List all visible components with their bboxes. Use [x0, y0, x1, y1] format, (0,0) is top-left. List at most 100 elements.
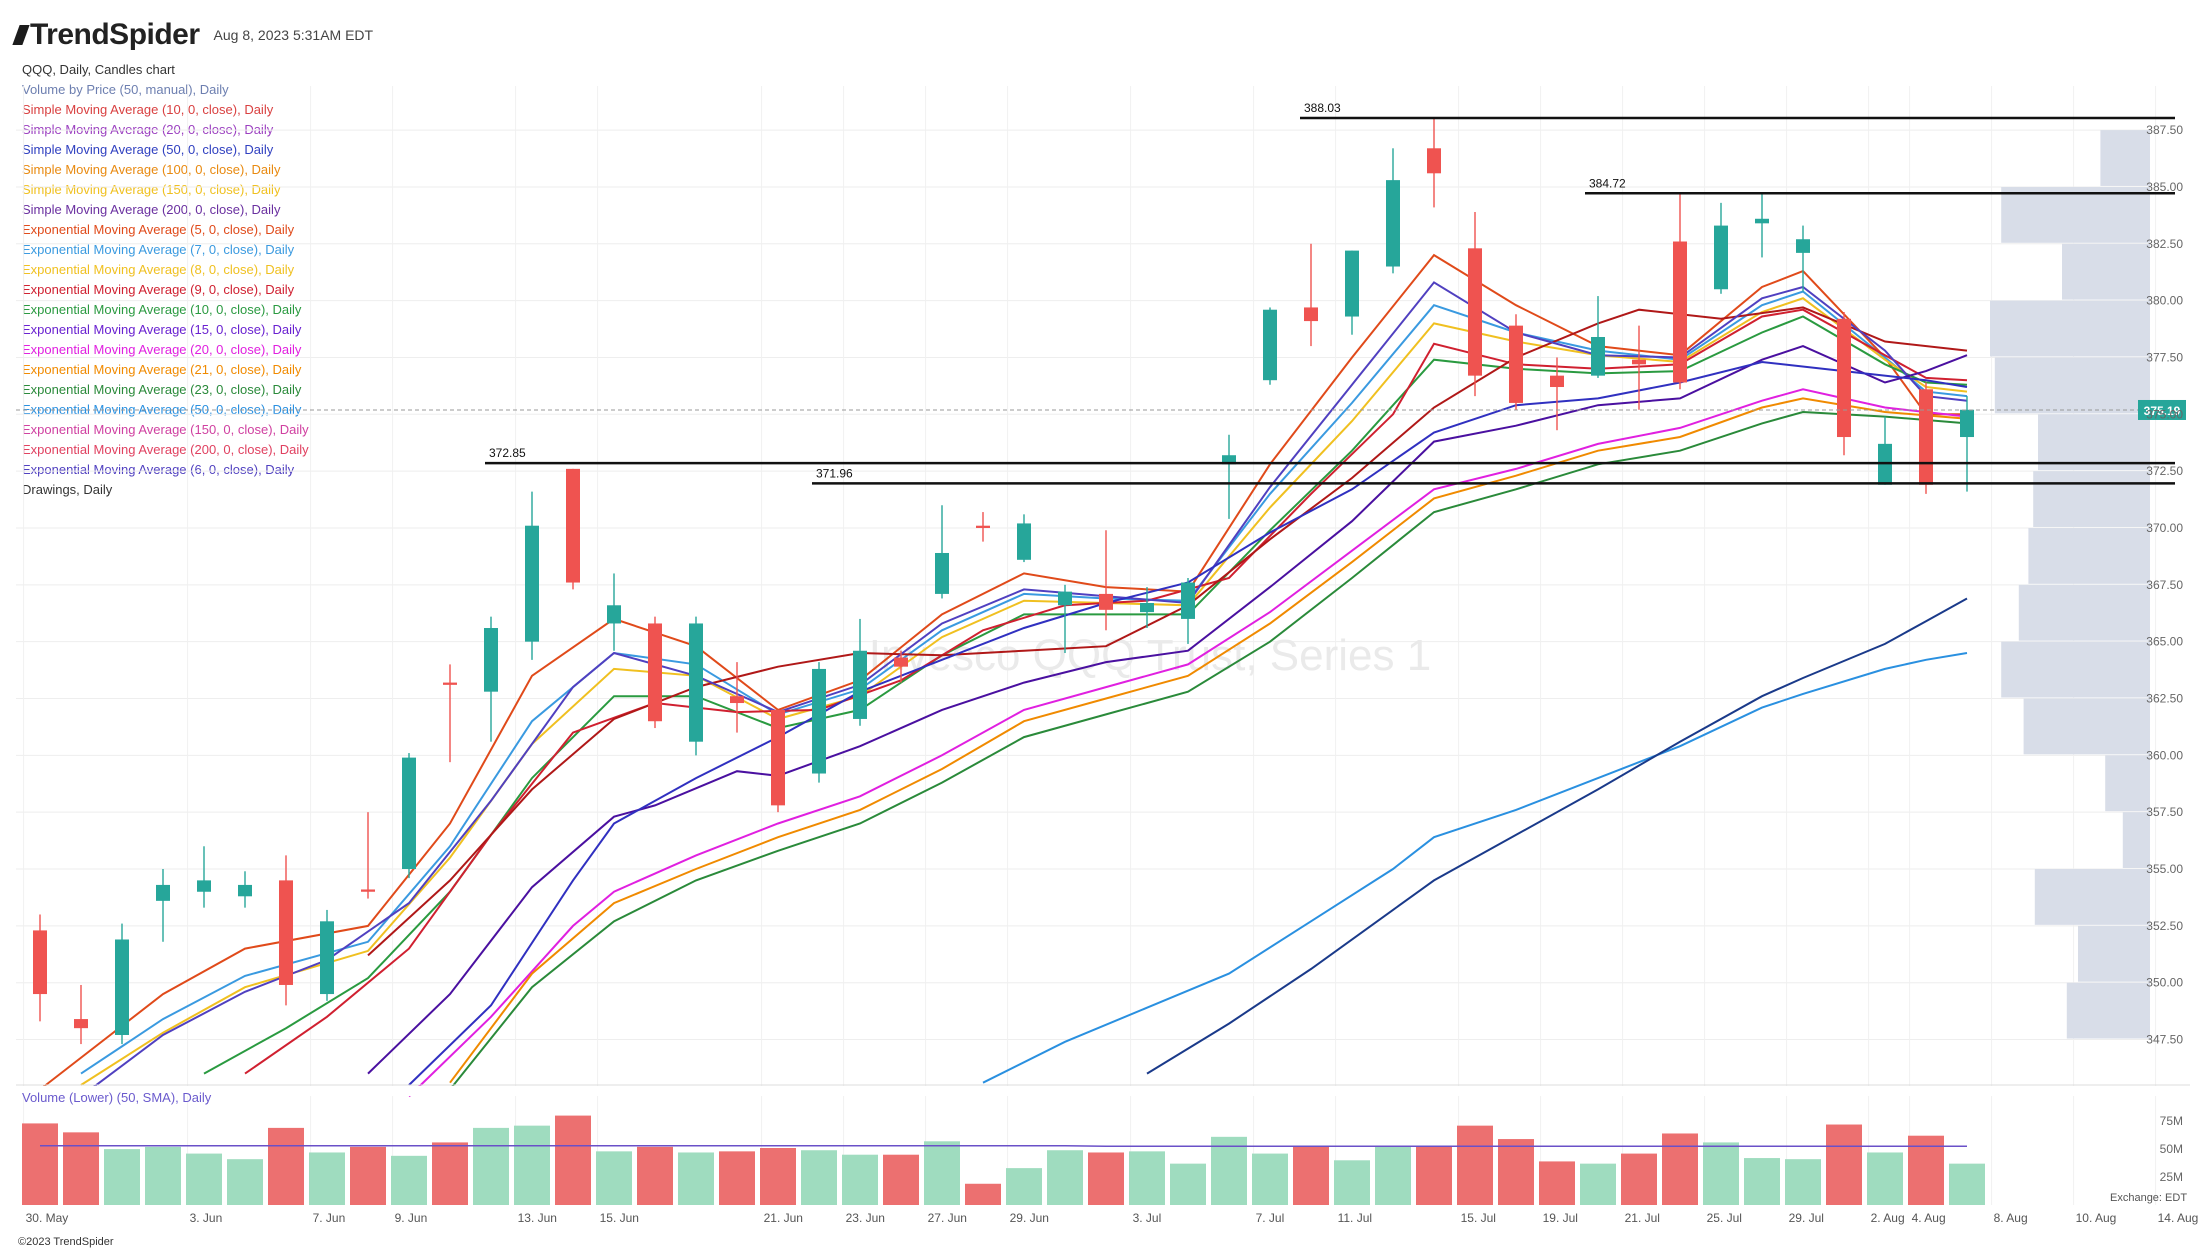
candle-body	[74, 1019, 88, 1029]
volume-bar	[1252, 1153, 1288, 1205]
copyright: ©2023 TrendSpider	[18, 1236, 114, 1248]
volume-bar	[1088, 1152, 1124, 1205]
date-tick-label: 27. Jun	[928, 1211, 967, 1225]
legend-item[interactable]: Exponential Moving Average (6, 0, close)…	[22, 462, 295, 477]
date-tick-label: 10. Aug	[2076, 1211, 2117, 1225]
legend-item[interactable]: Simple Moving Average (150, 0, close), D…	[22, 182, 281, 197]
legend-item[interactable]: Exponential Moving Average (15, 0, close…	[22, 322, 302, 337]
candle-body	[1017, 523, 1031, 560]
date-tick-label: 9. Jun	[395, 1211, 428, 1225]
candle-body	[1755, 218, 1769, 224]
volume-bar	[1662, 1133, 1698, 1205]
last-price-tag	[2138, 399, 2186, 420]
legend-item[interactable]: Exponential Moving Average (8, 0, close)…	[22, 262, 295, 277]
date-tick-label: 25. Jul	[1707, 1211, 1742, 1225]
legend-item[interactable]: Exponential Moving Average (10, 0, close…	[22, 302, 302, 317]
vbp-bar	[2105, 755, 2150, 812]
price-tick-label: 350.00	[2146, 976, 2183, 990]
volume-sma-line	[40, 1145, 1967, 1148]
ma-line	[80, 281, 1968, 1098]
volume-bar	[678, 1152, 714, 1205]
volume-tick-label: 50M	[2160, 1142, 2183, 1156]
candle-body	[607, 605, 621, 624]
legend-item[interactable]: Volume by Price (50, manual), Daily	[22, 82, 229, 97]
volume-bar	[760, 1148, 796, 1205]
volume-bar	[965, 1183, 1001, 1205]
timestamp: Aug 8, 2023 5:31AM EDT	[213, 27, 374, 43]
candle-body	[1058, 591, 1072, 606]
vbp-bar	[1994, 357, 2150, 414]
ma-line	[982, 652, 1968, 1084]
candles	[33, 118, 1974, 1045]
candle-body	[1509, 325, 1523, 403]
volume-bar	[1785, 1159, 1821, 1205]
volume-bar	[1826, 1124, 1862, 1205]
legend-item[interactable]: Exponential Moving Average (20, 0, close…	[22, 342, 302, 357]
legend-item[interactable]: Exponential Moving Average (200, 0, clos…	[22, 442, 309, 457]
legend-item[interactable]: Simple Moving Average (50, 0, close), Da…	[22, 142, 274, 157]
volume-by-price	[1990, 130, 2150, 1039]
vbp-bar	[2033, 471, 2150, 527]
ma-line	[80, 297, 1968, 1086]
volume-tick-label: 25M	[2160, 1170, 2183, 1184]
legend-title: QQQ, Daily, Candles chart	[22, 62, 175, 77]
candle-body	[1837, 318, 1851, 438]
volume-bar	[555, 1115, 591, 1205]
header: TrendSpider Aug 8, 2023 5:31AM EDT	[12, 18, 374, 52]
price-tick-label: 370.00	[2146, 521, 2183, 535]
volume-bar	[1539, 1161, 1575, 1205]
date-tick-label: 13. Jun	[518, 1211, 557, 1225]
legend-item[interactable]: Exponential Moving Average (9, 0, close)…	[22, 282, 295, 297]
legend-item[interactable]: Simple Moving Average (200, 0, close), D…	[22, 202, 281, 217]
date-tick-label: 14. Aug	[2158, 1211, 2199, 1225]
date-tick-label: 29. Jul	[1789, 1211, 1824, 1225]
price-tick-label: 387.50	[2146, 123, 2183, 137]
date-tick-label: 30. May	[26, 1211, 69, 1225]
legend-item[interactable]: Exponential Moving Average (21, 0, close…	[22, 362, 302, 377]
candle-body	[279, 880, 293, 985]
ma-line	[1146, 597, 1968, 1075]
candle-body	[1345, 250, 1359, 317]
volume-bar	[1744, 1158, 1780, 1205]
date-tick-label: 11. Jul	[1338, 1211, 1372, 1225]
ma-line	[449, 410, 1968, 1091]
candle-body	[771, 709, 785, 806]
volume-bar	[1457, 1125, 1493, 1205]
volume-bar	[1006, 1168, 1042, 1205]
volume-bar	[801, 1150, 837, 1205]
price-tick-label: 355.00	[2146, 862, 2183, 876]
volume-bar	[268, 1127, 304, 1205]
candle-body	[402, 757, 416, 870]
date-tick-label: 21. Jul	[1625, 1211, 1660, 1225]
volume-bar	[1867, 1152, 1903, 1205]
price-tick-label: 360.00	[2146, 748, 2183, 762]
date-tick-label: 7. Jul	[1256, 1211, 1285, 1225]
legend-item[interactable]: Exponential Moving Average (23, 0, close…	[22, 382, 302, 397]
legend-item[interactable]: Simple Moving Average (10, 0, close), Da…	[22, 102, 274, 117]
legend-item[interactable]: Exponential Moving Average (5, 0, close)…	[22, 222, 295, 237]
legend-item[interactable]: Exponential Moving Average (50, 0, close…	[22, 402, 302, 417]
volume-bar	[514, 1125, 550, 1205]
legend-item[interactable]: Simple Moving Average (100, 0, close), D…	[22, 162, 281, 177]
candle-body	[853, 650, 867, 719]
candle-body	[730, 696, 744, 704]
candle-body	[484, 628, 498, 692]
candle-body	[361, 889, 375, 892]
price-axis: 347.50 350.00 352.50 355.00 357.50 360.00 362.…	[2146, 123, 2183, 1046]
volume-axis: 25M 50M 75M	[2160, 1114, 2183, 1184]
price-tick-label: 377.50	[2146, 350, 2183, 364]
vbp-bar	[2001, 641, 2150, 698]
candle-body	[1304, 307, 1318, 322]
legend-item[interactable]: Exponential Moving Average (7, 0, close)…	[22, 242, 295, 257]
legend-item[interactable]: Simple Moving Average (20, 0, close), Da…	[22, 122, 274, 137]
drawn-levels: 388.03 384.72 372.85 371.96	[485, 101, 2175, 485]
candle-body	[1222, 455, 1236, 465]
legend-item[interactable]: Exponential Moving Average (150, 0, clos…	[22, 422, 309, 437]
volume-bar	[1908, 1135, 1944, 1205]
date-tick-label: 3. Jun	[190, 1211, 223, 1225]
volume-bar	[1170, 1163, 1206, 1205]
legend-item[interactable]: Drawings, Daily	[22, 482, 113, 497]
volume-bar	[1498, 1139, 1534, 1205]
volume-bar	[1293, 1145, 1329, 1205]
